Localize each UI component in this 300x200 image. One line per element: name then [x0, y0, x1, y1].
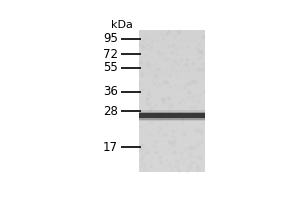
Bar: [139, 42, 205, 44]
Bar: [139, 96, 205, 99]
Bar: [139, 110, 205, 113]
Bar: [139, 108, 205, 110]
Bar: [139, 125, 205, 127]
Bar: [139, 35, 205, 37]
Bar: [139, 30, 205, 172]
Bar: [139, 162, 205, 165]
Bar: [139, 30, 205, 33]
Bar: [139, 92, 205, 94]
Bar: [139, 167, 205, 169]
Bar: [139, 112, 205, 113]
Bar: [139, 58, 205, 61]
Bar: [139, 134, 205, 136]
Bar: [139, 103, 205, 106]
Bar: [139, 113, 205, 118]
Bar: [139, 82, 205, 84]
Bar: [139, 127, 205, 129]
Bar: [139, 153, 205, 155]
Text: 36: 36: [103, 85, 118, 98]
Bar: [139, 148, 205, 151]
Bar: [139, 44, 205, 47]
Bar: [139, 87, 205, 89]
Text: kDa: kDa: [111, 20, 133, 30]
Bar: [139, 118, 205, 120]
Text: 72: 72: [103, 48, 118, 61]
Bar: [139, 51, 205, 54]
Text: 55: 55: [103, 61, 118, 74]
Bar: [139, 66, 205, 68]
Bar: [139, 68, 205, 70]
Bar: [139, 40, 205, 42]
Bar: [139, 33, 205, 35]
Bar: [139, 160, 205, 162]
Bar: [139, 73, 205, 75]
Bar: [139, 136, 205, 139]
Bar: [139, 99, 205, 101]
Bar: [139, 80, 205, 82]
Bar: [139, 49, 205, 51]
Bar: [139, 54, 205, 56]
Bar: [139, 146, 205, 148]
Bar: [139, 94, 205, 96]
Bar: [139, 101, 205, 103]
Bar: [139, 139, 205, 141]
Bar: [139, 129, 205, 132]
Bar: [139, 89, 205, 92]
Bar: [139, 169, 205, 172]
Bar: [139, 106, 205, 108]
Bar: [139, 75, 205, 77]
Bar: [139, 110, 205, 113]
Bar: [139, 70, 205, 73]
Bar: [139, 158, 205, 160]
Bar: [139, 77, 205, 80]
Text: 95: 95: [103, 32, 118, 45]
Bar: [139, 115, 205, 118]
Bar: [139, 47, 205, 49]
Bar: [139, 122, 205, 125]
Bar: [139, 144, 205, 146]
Bar: [139, 113, 205, 115]
Bar: [139, 132, 205, 134]
Text: 28: 28: [103, 105, 118, 118]
Bar: [139, 84, 205, 87]
Bar: [139, 165, 205, 167]
Bar: [139, 141, 205, 144]
Bar: [139, 118, 205, 120]
Text: 17: 17: [103, 141, 118, 154]
Bar: [139, 118, 205, 121]
Bar: [139, 61, 205, 63]
Bar: [139, 37, 205, 40]
Bar: [139, 63, 205, 66]
Bar: [139, 120, 205, 122]
Bar: [139, 151, 205, 153]
Bar: [139, 56, 205, 58]
Bar: [139, 155, 205, 158]
